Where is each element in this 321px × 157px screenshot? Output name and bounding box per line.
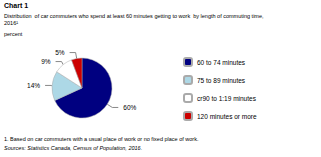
- svg-text:9%: 9%: [41, 58, 51, 65]
- svg-text:Sources: Statistics Canada, Ce: Sources: Statistics Canada, Census of Po…: [4, 145, 142, 151]
- svg-text:2016¹: 2016¹: [4, 20, 18, 26]
- svg-text:120 minutes or more: 120 minutes or more: [197, 113, 257, 120]
- svg-text:1. Based on car commuters with: 1. Based on car commuters with a usual p…: [4, 136, 199, 142]
- svg-text:14%: 14%: [27, 82, 40, 89]
- svg-text:Chart 1: Chart 1: [4, 2, 28, 9]
- svg-text:percent: percent: [4, 31, 23, 37]
- svg-text:60 to 74 minutes: 60 to 74 minutes: [197, 59, 246, 66]
- svg-text:Distribution of car commuters: Distribution of car commuters who spend …: [4, 13, 264, 19]
- svg-text:60%: 60%: [123, 104, 136, 111]
- svg-text:75 to 89 minutes: 75 to 89 minutes: [197, 77, 246, 84]
- svg-text:cr90 to 1:19 minutes: cr90 to 1:19 minutes: [197, 95, 257, 102]
- svg-text:5%: 5%: [55, 49, 65, 56]
